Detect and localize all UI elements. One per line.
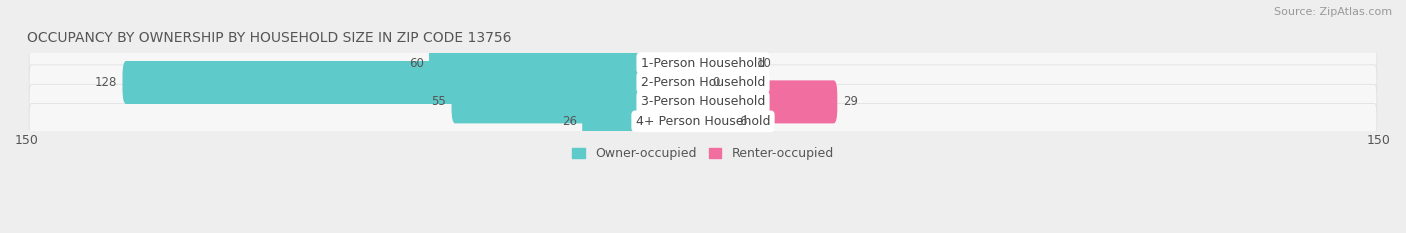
- FancyBboxPatch shape: [429, 42, 707, 85]
- FancyBboxPatch shape: [30, 104, 1376, 139]
- FancyBboxPatch shape: [122, 61, 707, 104]
- FancyBboxPatch shape: [30, 45, 1376, 81]
- Text: 60: 60: [409, 57, 423, 70]
- FancyBboxPatch shape: [582, 100, 707, 143]
- Text: 2-Person Household: 2-Person Household: [641, 76, 765, 89]
- Text: 128: 128: [94, 76, 117, 89]
- FancyBboxPatch shape: [699, 61, 730, 104]
- Text: 26: 26: [562, 115, 576, 128]
- FancyBboxPatch shape: [699, 80, 838, 123]
- Text: 4+ Person Household: 4+ Person Household: [636, 115, 770, 128]
- Text: 29: 29: [842, 95, 858, 108]
- FancyBboxPatch shape: [451, 80, 707, 123]
- Text: OCCUPANCY BY OWNERSHIP BY HOUSEHOLD SIZE IN ZIP CODE 13756: OCCUPANCY BY OWNERSHIP BY HOUSEHOLD SIZE…: [27, 31, 512, 45]
- Text: 3-Person Household: 3-Person Household: [641, 95, 765, 108]
- Text: 0: 0: [711, 76, 720, 89]
- Text: Source: ZipAtlas.com: Source: ZipAtlas.com: [1274, 7, 1392, 17]
- Text: 10: 10: [756, 57, 772, 70]
- Text: 6: 6: [740, 115, 747, 128]
- FancyBboxPatch shape: [699, 100, 734, 143]
- FancyBboxPatch shape: [30, 65, 1376, 100]
- FancyBboxPatch shape: [30, 84, 1376, 120]
- Text: 55: 55: [432, 95, 446, 108]
- Text: 1-Person Household: 1-Person Household: [641, 57, 765, 70]
- Legend: Owner-occupied, Renter-occupied: Owner-occupied, Renter-occupied: [568, 142, 838, 165]
- FancyBboxPatch shape: [699, 42, 752, 85]
